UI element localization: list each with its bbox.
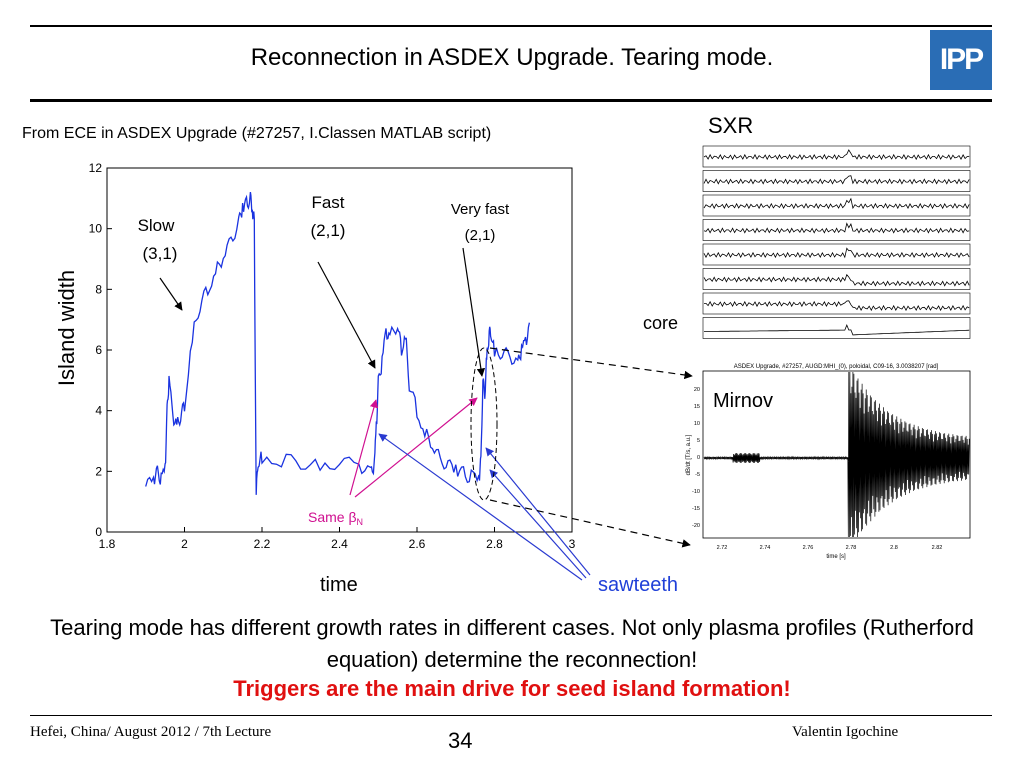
mirnov-x-tick: 2.74 (760, 545, 771, 551)
sawteeth-arrow-2 (489, 469, 587, 579)
sxr-trace (703, 149, 970, 161)
event-ellipse (470, 347, 498, 501)
sxr-panel (702, 170, 971, 192)
footer-right: Valentin Igochine (792, 724, 899, 740)
y-tick-label: 4 (95, 404, 102, 418)
mirnov-plot: ASDEX Upgrade, #27257, AUGD:MHI_(0), pol… (686, 364, 971, 560)
mirnov-signal (703, 371, 970, 538)
y-tick-label: 10 (89, 222, 103, 236)
very-fast-arrow (462, 247, 486, 377)
y-tick-label: 0 (95, 525, 102, 539)
y-tick-label: 6 (95, 343, 102, 357)
sxr-label: SXR (708, 113, 754, 138)
island-width-line (145, 192, 531, 495)
mirnov-y-tick: 15 (694, 404, 700, 410)
sxr-trace (704, 324, 970, 336)
footer-left: Hefei, China/ August 2012 / 7th Lecture (30, 724, 272, 740)
mirnov-x-tick: 2.72 (717, 545, 728, 551)
same-beta-arrow-2 (354, 397, 478, 498)
mirnov-xlabel: time [s] (826, 554, 846, 560)
sawteeth-label: sawteeth (598, 574, 679, 596)
mirnov-label: Mirnov (713, 390, 774, 412)
mirnov-y-tick: -15 (692, 506, 700, 512)
y-tick-label: 12 (89, 161, 103, 175)
trigger-text: Triggers are the main drive for seed isl… (233, 676, 791, 701)
sxr-trace (703, 175, 970, 185)
mirnov-y-tick: -10 (692, 489, 700, 495)
y-tick-label: 2 (95, 464, 102, 478)
footer-rule (30, 715, 992, 716)
x-tick-label: 3 (569, 537, 576, 551)
mirnov-x-tick: 2.8 (890, 545, 898, 551)
header-rule (30, 99, 992, 102)
sxr-trace (704, 300, 970, 312)
mirnov-x-tick: 2.82 (932, 545, 943, 551)
sxr-panel (702, 145, 971, 168)
fast-label-2: (2,1) (311, 221, 346, 240)
mirnov-ylabel: dB/dt [T/s, a.u.] (686, 434, 692, 475)
very-fast-label-1: Very fast (451, 201, 510, 218)
subtitle: From ECE in ASDEX Upgrade (#27257, I.Cla… (22, 125, 492, 142)
sawteeth-arrow-1 (378, 433, 583, 581)
same-beta-label: Same βN (308, 509, 363, 527)
sawteeth-arrow-3 (485, 447, 591, 576)
page-number: 34 (448, 728, 473, 753)
dashed-leader-bottom (489, 499, 691, 548)
fast-arrow (317, 261, 376, 369)
dashed-leader-top (489, 347, 693, 380)
slow-arrow (159, 277, 183, 311)
sxr-panel (702, 317, 971, 339)
sxr-trace (703, 197, 970, 210)
sxr-panel (702, 268, 971, 290)
y-tick-label: 8 (95, 282, 102, 296)
top-rule (30, 25, 992, 27)
mirnov-x-tick: 2.78 (846, 545, 857, 551)
sxr-panel (702, 219, 971, 241)
sxr-panel (702, 194, 971, 217)
axis-ticks: 1.8 2 2.2 2.4 2.6 2.8 3 0 2 4 6 8 10 12 (89, 161, 576, 551)
same-beta-arrow-1 (349, 399, 379, 496)
body-text: Tearing mode has different growth rates … (50, 615, 974, 672)
x-tick-label: 2.6 (409, 537, 426, 551)
slow-label-2: (3,1) (143, 244, 178, 263)
slide-title: Reconnection in ASDEX Upgrade. Tearing m… (250, 44, 774, 71)
x-tick-label: 2 (181, 537, 188, 551)
fast-label-1: Fast (311, 193, 344, 212)
ipp-logo: IPP (930, 30, 992, 90)
x-tick-label: 1.8 (99, 537, 116, 551)
mirnov-y-tick: -20 (692, 523, 700, 529)
mirnov-y-tick: -5 (695, 472, 700, 478)
x-axis-label: time (320, 574, 358, 596)
mirnov-ticks: 2.72 2.74 2.76 2.78 2.8 2.82 20 15 10 5 0 -5 -10 -15 -… (692, 387, 942, 551)
sxr-trace (703, 273, 970, 287)
core-label: core (643, 313, 679, 333)
mirnov-y-tick: 0 (697, 455, 700, 461)
x-tick-label: 2.8 (486, 537, 503, 551)
mirnov-title: ASDEX Upgrade, #27257, AUGD:MHI_(0), pol… (734, 364, 939, 370)
mirnov-x-tick: 2.76 (803, 545, 814, 551)
mirnov-y-tick: 20 (694, 387, 700, 393)
x-tick-label: 2.4 (331, 537, 348, 551)
sxr-panel (702, 292, 971, 315)
sxr-trace (703, 247, 970, 259)
mirnov-y-tick: 10 (694, 421, 700, 427)
x-tick-label: 2.2 (254, 537, 271, 551)
sxr-panels (702, 145, 971, 339)
slow-label-1: Slow (138, 216, 176, 235)
very-fast-label-2: (2,1) (465, 227, 496, 244)
sxr-trace (703, 222, 970, 234)
mirnov-y-tick: 5 (697, 438, 700, 444)
